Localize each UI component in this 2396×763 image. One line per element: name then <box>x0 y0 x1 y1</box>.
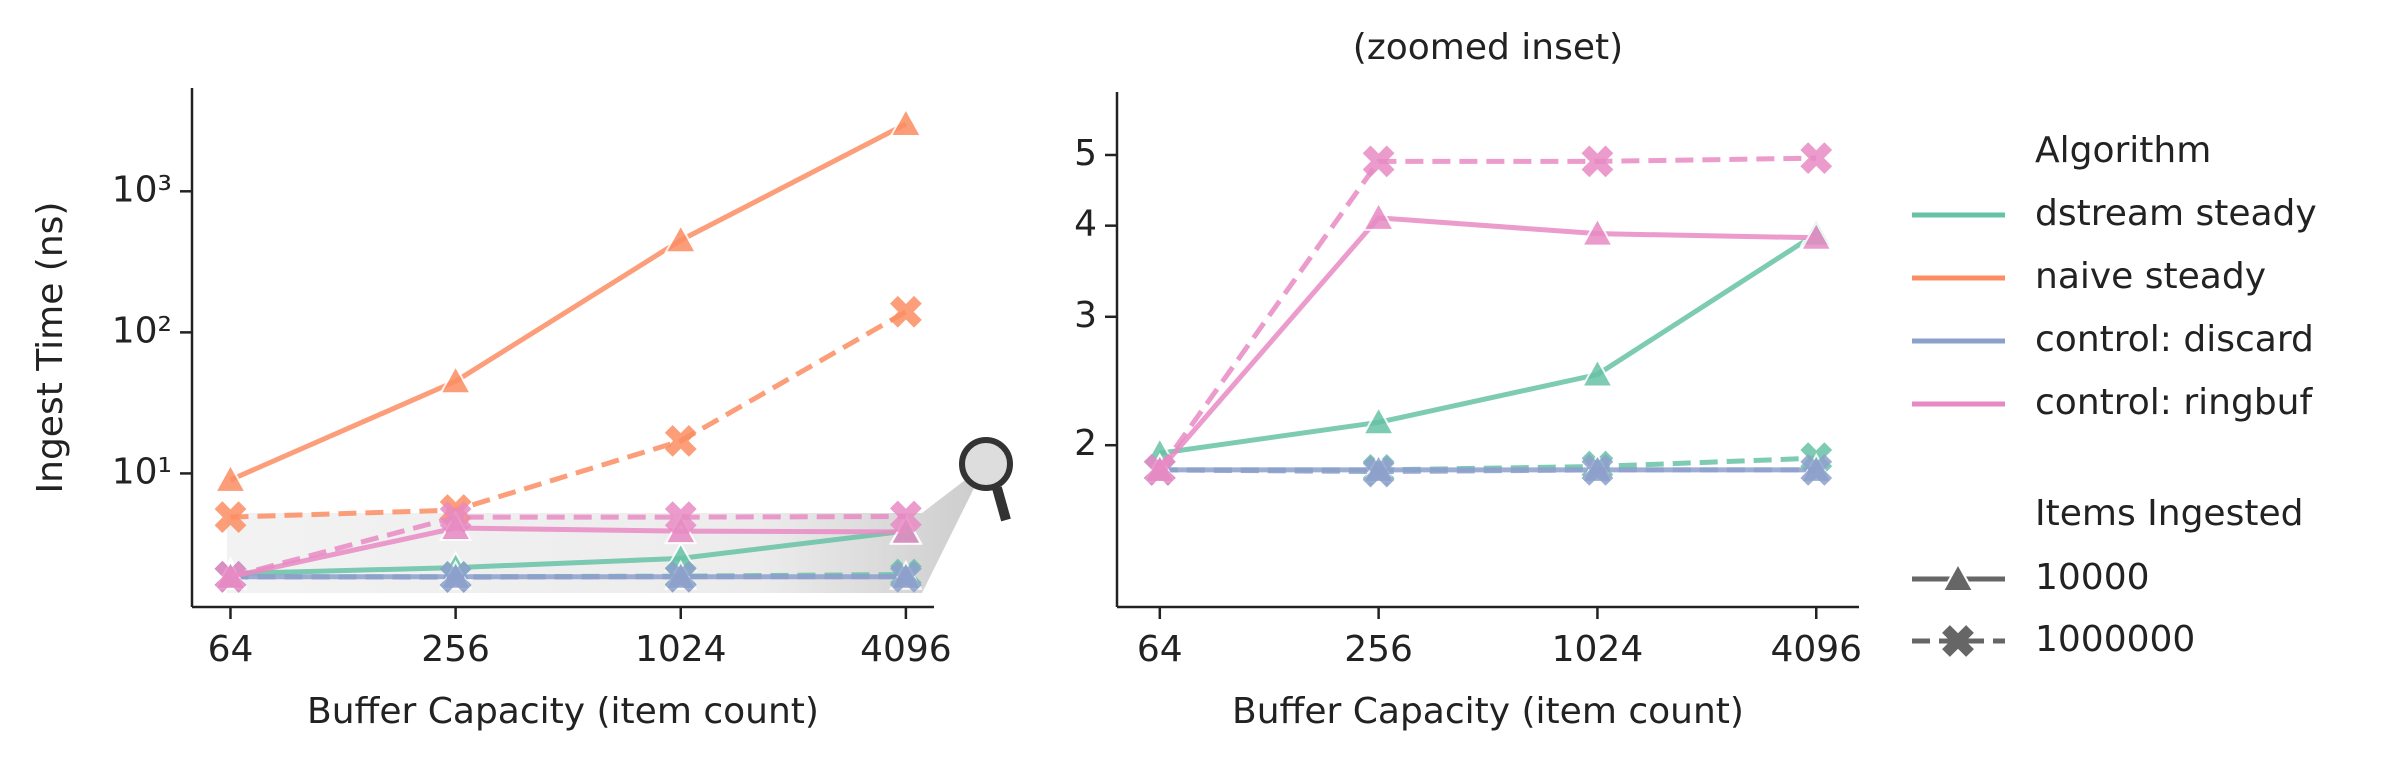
series-line <box>1157 155 1817 472</box>
marker-triangle <box>1580 216 1615 247</box>
y-tick-label: 10² <box>112 310 172 351</box>
marker-x <box>890 560 922 593</box>
marker-x <box>214 501 247 534</box>
marker-triangle <box>1580 357 1615 388</box>
x-tick-label: 64 <box>208 629 254 670</box>
marker-x <box>664 425 697 457</box>
marker-x <box>1581 145 1614 178</box>
series-line <box>1159 467 1817 475</box>
marker-x <box>1581 454 1614 486</box>
marker-x <box>1143 454 1176 486</box>
legend-label: control: ringbuf <box>2035 382 2313 423</box>
marker-x <box>1362 145 1395 178</box>
series-line <box>230 528 907 577</box>
marker-x <box>664 560 697 593</box>
marker-triangle <box>1941 561 1975 592</box>
legend-title: Algorithm <box>2035 130 2211 171</box>
series-line <box>1159 231 1818 456</box>
marker-x <box>214 560 247 593</box>
series-line <box>1157 215 1817 472</box>
marker-x <box>1942 625 1974 657</box>
series-line <box>230 309 908 520</box>
x-tick-label: 4096 <box>1770 629 1862 670</box>
marker-x <box>1362 455 1395 488</box>
marker-triangle <box>889 106 923 138</box>
x-tick-label: 64 <box>1137 629 1183 670</box>
marker-x <box>890 500 922 533</box>
y-tick-label: 3 <box>1074 295 1097 336</box>
x-tick-label: 1024 <box>1552 629 1644 670</box>
legend-label: 10000 <box>2035 557 2150 598</box>
marker-triangle <box>1361 200 1396 231</box>
marker-x <box>890 295 922 328</box>
legend-label: 1000000 <box>2035 619 2195 660</box>
y-axis-label: Ingest Time (ns) <box>30 202 71 494</box>
y-tick-label: 10¹ <box>112 451 172 492</box>
x-tick-label: 4096 <box>860 629 952 670</box>
marker-x <box>439 501 472 534</box>
marker-triangle <box>438 364 473 395</box>
y-tick-label: 4 <box>1074 204 1097 245</box>
y-tick-label: 2 <box>1074 423 1097 464</box>
plot-area <box>213 106 923 594</box>
marker-triangle <box>1799 220 1833 251</box>
legend-title: Items Ingested <box>2035 493 2303 534</box>
legend-label: dstream steady <box>2035 193 2317 234</box>
marker-triangle <box>213 462 248 493</box>
marker-triangle <box>664 223 698 254</box>
x-tick-label: 1024 <box>635 629 727 670</box>
series-line <box>229 525 906 580</box>
x-axis-label: Buffer Capacity (item count) <box>307 691 819 732</box>
y-tick-label: 10³ <box>112 169 172 210</box>
marker-x <box>664 501 697 534</box>
series-line <box>229 121 908 483</box>
marker-x <box>1800 454 1833 486</box>
x-axis-label: Buffer Capacity (item count) <box>1232 691 1744 732</box>
x-tick-label: 256 <box>421 629 490 670</box>
marker-x <box>1800 142 1833 175</box>
series-line <box>229 514 906 580</box>
legend-label: control: discard <box>2035 319 2314 360</box>
x-tick-label: 256 <box>1344 629 1413 670</box>
y-tick-label: 5 <box>1074 133 1097 174</box>
legend-label: naive steady <box>2035 256 2266 297</box>
marker-x <box>439 561 472 594</box>
chart-title: (zoomed inset) <box>1353 27 1623 68</box>
plot-area <box>1143 142 1833 488</box>
marker-triangle <box>1361 405 1396 436</box>
